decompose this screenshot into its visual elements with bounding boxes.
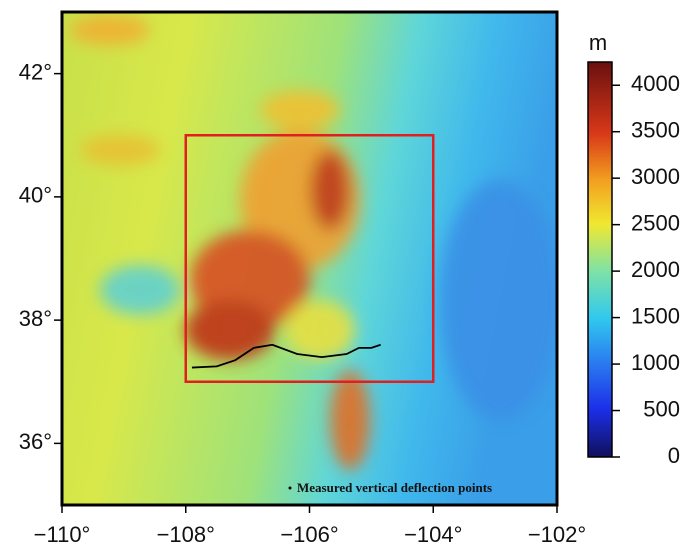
colorbar-tick-label: 2000 <box>631 257 680 282</box>
elevation-map <box>62 12 557 505</box>
colorbar <box>587 61 613 458</box>
colorbar-tick-label: 3500 <box>631 118 680 143</box>
colorbar-tick-label: 2500 <box>631 210 680 235</box>
colorbar-tick-label: 0 <box>668 443 680 468</box>
lon-tick-label: −106° <box>280 522 338 547</box>
legend-dot <box>288 486 292 490</box>
colorbar-tick-label: 500 <box>643 396 680 421</box>
lon-tick-label: −102° <box>528 522 586 547</box>
legend-label: Measured vertical deflection points <box>297 480 492 495</box>
study-area <box>184 134 435 383</box>
colorbar-tick-label: 4000 <box>631 71 680 96</box>
lon-tick-label: −108° <box>157 522 215 547</box>
lon-tick-label: −110° <box>34 522 91 547</box>
profile-points <box>191 343 381 369</box>
lat-tick-label: 38° <box>19 306 52 331</box>
lon-tick-label: −104° <box>404 522 462 547</box>
colorbar-tick-label: 3000 <box>631 164 680 189</box>
lat-tick-label: 36° <box>19 429 52 454</box>
colorbar-tick-label: 1500 <box>631 303 680 328</box>
colorbar-unit: m <box>589 30 607 55</box>
lat-tick-label: 40° <box>19 183 52 208</box>
lat-tick-label: 42° <box>19 59 52 84</box>
colorbar-tick-label: 1000 <box>631 350 680 375</box>
